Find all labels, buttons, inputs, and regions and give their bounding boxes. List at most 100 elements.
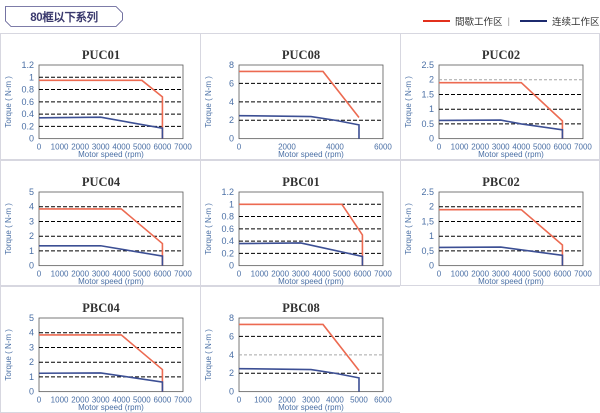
svg-text:1000: 1000 [451,143,469,152]
svg-text:Motor speed (rpm): Motor speed (rpm) [278,403,344,412]
svg-text:0: 0 [237,269,242,278]
svg-text:7000: 7000 [174,396,192,405]
svg-text:Motor speed (rpm): Motor speed (rpm) [278,150,344,159]
svg-text:0: 0 [237,143,242,152]
svg-text:7000: 7000 [374,269,392,278]
svg-text:5000: 5000 [350,396,368,405]
svg-text:0: 0 [229,260,234,270]
svg-text:Torque ( N-m ): Torque ( N-m ) [404,202,413,254]
svg-text:0.6: 0.6 [22,97,34,107]
svg-text:0: 0 [29,387,34,397]
svg-text:5: 5 [29,313,34,323]
svg-text:0.5: 0.5 [422,119,435,129]
svg-text:7000: 7000 [174,143,192,152]
svg-text:5: 5 [29,187,34,197]
svg-text:0.6: 0.6 [222,223,234,233]
svg-text:0.4: 0.4 [22,109,34,119]
svg-text:6: 6 [229,78,234,88]
svg-text:1: 1 [29,246,34,256]
svg-text:1000: 1000 [254,396,272,405]
svg-text:0: 0 [437,269,442,278]
svg-text:1.5: 1.5 [422,89,435,99]
svg-text:0: 0 [29,260,34,270]
svg-text:7000: 7000 [574,269,592,278]
svg-text:1.2: 1.2 [222,187,234,197]
svg-text:0: 0 [229,134,234,144]
svg-text:8: 8 [229,60,234,70]
svg-text:1: 1 [29,72,34,82]
svg-text:6000: 6000 [554,143,572,152]
svg-text:0: 0 [429,260,434,270]
svg-text:1.2: 1.2 [22,60,34,70]
svg-text:PBC01: PBC01 [282,175,319,189]
svg-text:0: 0 [37,143,42,152]
svg-text:4: 4 [29,201,34,211]
svg-text:0.4: 0.4 [222,236,234,246]
svg-text:6000: 6000 [554,269,572,278]
svg-text:2.5: 2.5 [422,187,435,197]
svg-text:Motor speed (rpm): Motor speed (rpm) [478,150,544,159]
svg-text:0.2: 0.2 [22,121,34,131]
svg-text:0.8: 0.8 [222,211,234,221]
svg-text:Motor speed (rpm): Motor speed (rpm) [78,277,144,286]
svg-text:Motor speed (rpm): Motor speed (rpm) [478,277,544,286]
svg-text:PBC02: PBC02 [482,175,519,189]
svg-text:Torque ( N-m ): Torque ( N-m ) [4,202,13,254]
svg-text:0: 0 [29,134,34,144]
svg-text:Torque ( N-m ): Torque ( N-m ) [4,76,13,128]
svg-text:0: 0 [237,396,242,405]
svg-text:1000: 1000 [251,269,269,278]
svg-text:1: 1 [429,231,434,241]
svg-text:2: 2 [29,358,34,368]
svg-text:PBC08: PBC08 [282,301,319,315]
svg-text:0: 0 [429,134,434,144]
svg-text:1,5: 1,5 [422,216,435,226]
svg-text:Motor speed (rpm): Motor speed (rpm) [78,150,144,159]
svg-text:Motor speed (rpm): Motor speed (rpm) [278,277,344,286]
svg-text:6000: 6000 [154,396,172,405]
svg-text:7000: 7000 [574,143,592,152]
svg-text:Motor speed (rpm): Motor speed (rpm) [78,403,144,412]
svg-text:2: 2 [429,75,434,85]
svg-text:0.8: 0.8 [22,85,34,95]
svg-text:1: 1 [229,199,234,209]
svg-text:Torque ( N-m ): Torque ( N-m ) [204,202,213,254]
svg-text:PUC02: PUC02 [482,48,520,62]
svg-text:1000: 1000 [51,143,69,152]
svg-text:0: 0 [229,387,234,397]
svg-text:1000: 1000 [51,269,69,278]
svg-text:2: 2 [429,201,434,211]
svg-text:4: 4 [229,97,234,107]
svg-text:2: 2 [29,231,34,241]
svg-text:Torque ( N-m ): Torque ( N-m ) [204,76,213,128]
svg-text:Torque ( N-m ): Torque ( N-m ) [404,76,413,128]
svg-text:2: 2 [229,369,234,379]
svg-text:4: 4 [229,350,234,360]
svg-text:8: 8 [229,313,234,323]
svg-text:0,5: 0,5 [422,246,435,256]
svg-text:6000: 6000 [374,143,392,152]
svg-text:PUC01: PUC01 [82,48,120,62]
svg-text:6000: 6000 [154,269,172,278]
svg-text:0: 0 [37,269,42,278]
svg-text:0.2: 0.2 [222,248,234,258]
svg-text:PBC04: PBC04 [82,301,120,315]
svg-text:3: 3 [29,343,34,353]
svg-text:6: 6 [229,332,234,342]
svg-text:4: 4 [29,328,34,338]
svg-text:6000: 6000 [354,269,372,278]
svg-text:1: 1 [29,372,34,382]
svg-text:0: 0 [437,143,442,152]
svg-text:7000: 7000 [174,269,192,278]
svg-text:2.5: 2.5 [422,60,435,70]
svg-text:Torque ( N-m ): Torque ( N-m ) [204,329,213,381]
svg-text:1000: 1000 [51,396,69,405]
svg-text:Torque ( N-m ): Torque ( N-m ) [4,329,13,381]
svg-text:2: 2 [229,115,234,125]
svg-text:PUC04: PUC04 [82,175,121,189]
svg-text:6000: 6000 [154,143,172,152]
svg-text:6000: 6000 [374,396,392,405]
svg-text:3: 3 [29,216,34,226]
svg-text:1000: 1000 [451,269,469,278]
svg-text:1: 1 [429,104,434,114]
